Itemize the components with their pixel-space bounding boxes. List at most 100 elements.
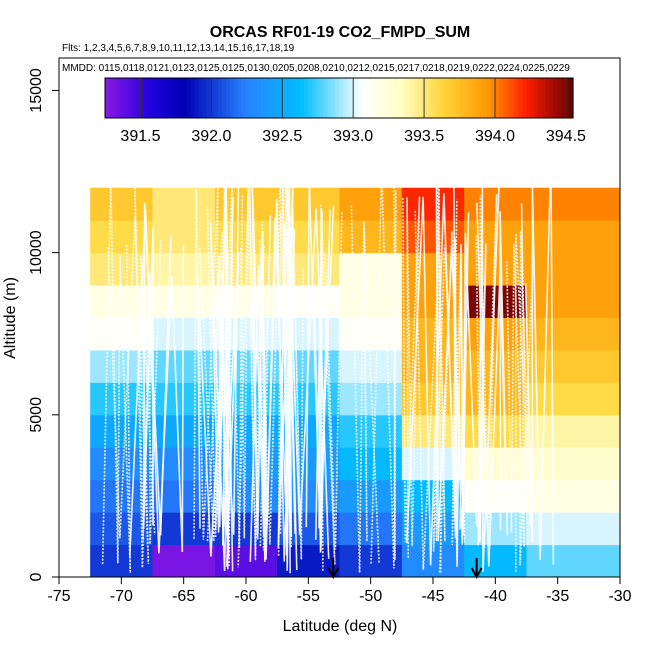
colorbar-frame [104,77,574,119]
colorbar-swatch [292,78,297,118]
colorbar-swatch [245,78,250,118]
colorbar-swatch [159,78,165,118]
heatmap-cell [90,447,153,481]
colorbar-swatch [144,78,149,118]
heatmap-cell [90,187,153,221]
heatmap-cell [339,479,403,513]
colorbar-swatch [171,78,176,118]
colorbar-swatch [405,78,410,118]
colorbar-swatch [206,78,211,118]
colorbar-swatch [202,78,207,118]
heatmap-cell [152,349,216,383]
flight-track [438,199,466,573]
colorbar-swatch [179,78,184,118]
colorbar-swatch [116,78,122,118]
heatmap-cell [526,317,620,351]
colorbar-tick-label: 391.5 [120,128,160,145]
colorbar-swatch [272,78,278,118]
x-tick-label: -65 [172,588,195,605]
colorbar-swatch [420,78,426,118]
colorbar-swatch [253,78,258,118]
flight-track [524,155,555,565]
colorbar-swatch [151,78,157,118]
colorbar-swatch [381,78,387,118]
colorbar-swatch [186,78,192,118]
heatmap-cell [526,252,620,286]
colorbar-swatch [452,78,457,118]
heatmap-cell [526,349,620,383]
colorbar-swatch [541,78,547,118]
colorbar-swatch [495,78,500,118]
flight-track [254,215,272,557]
x-tick-label: -30 [608,588,631,605]
colorbar-swatch [233,78,239,118]
colorbar-swatch [401,78,406,118]
colorbar-tick-label: 393.5 [404,128,444,145]
colorbar-swatch [549,78,555,118]
colorbar-swatch [370,78,375,118]
heatmap-cell [526,512,620,546]
colorbar-tick-label: 394.5 [546,128,586,145]
y-tick-label: 10000 [28,230,45,275]
colorbar-tick-label: 393.0 [333,128,373,145]
y-tick-label: 0 [28,572,45,581]
heatmap-cell [339,252,403,286]
colorbar-ticks: 391.5 392.0 392.5 393.0 393.5 394.0 394.5 [120,78,586,145]
heatmap-cell [526,285,620,318]
colorbar-swatch [553,78,558,118]
colorbar-swatch [436,78,441,118]
heatmap-cell [526,382,620,416]
x-tick-label: -35 [546,588,569,605]
heatmap-cell [464,479,527,513]
x-axis-label: Latitude (deg N) [283,618,398,635]
flight-track [414,210,459,570]
flight-track [128,209,185,558]
flights-note: Flts: 1,2,3,4,5,6,7,8,9,10,11,12,13,14,1… [62,43,295,54]
colorbar-swatch [241,78,246,118]
dates-note: MMDD: 0115,0118,0121,0123,0125,0125,0130… [62,63,570,74]
colorbar-swatch [475,78,480,118]
y-tick-label: 15000 [28,68,45,113]
flight-track [454,232,478,567]
heatmap-cell [339,285,403,318]
colorbar-swatch [257,78,262,118]
y-axis: 0 5000 10000 15000 [28,68,59,581]
heatmap-cell [152,544,216,577]
colorbar-swatch [456,78,461,118]
flight-tracks [101,155,555,574]
heatmap-cell [339,220,403,254]
colorbar-swatch [140,78,145,118]
colorbar-swatch [459,78,465,118]
colorbar-swatch [346,78,352,118]
colorbar-swatch [315,78,321,118]
flight-track [193,186,219,540]
heatmap-cell [339,317,403,351]
colorbar-swatch [105,78,110,118]
flight-track [370,165,397,569]
colorbar-swatch [261,78,266,118]
colorbar-swatch [218,78,223,118]
flight-track [476,202,509,567]
colorbar-swatch [397,78,402,118]
colorbar-swatch [190,78,196,118]
colorbar-swatch [167,78,172,118]
colorbar-swatch [264,78,270,118]
heatmap-cell [339,187,403,221]
colorbar-swatch [124,78,129,118]
colorbar-swatch [428,78,434,118]
heatmap-cell [339,414,403,448]
colorbar-swatch [378,78,383,118]
x-tick-label: -45 [421,588,444,605]
colorbar-swatch [276,78,282,118]
colorbar-swatch [300,78,305,118]
flight-track [279,166,304,560]
heatmap-cell [339,447,403,481]
colorbar-swatch [569,78,574,118]
colorbar-swatch [323,78,328,118]
heatmap-cell [152,382,216,416]
flight-track [506,203,529,547]
flight-track [218,168,240,567]
y-axis-label: Altitude (m) [2,277,19,359]
colorbar-swatch [112,78,118,118]
heatmap-cell [152,512,216,546]
